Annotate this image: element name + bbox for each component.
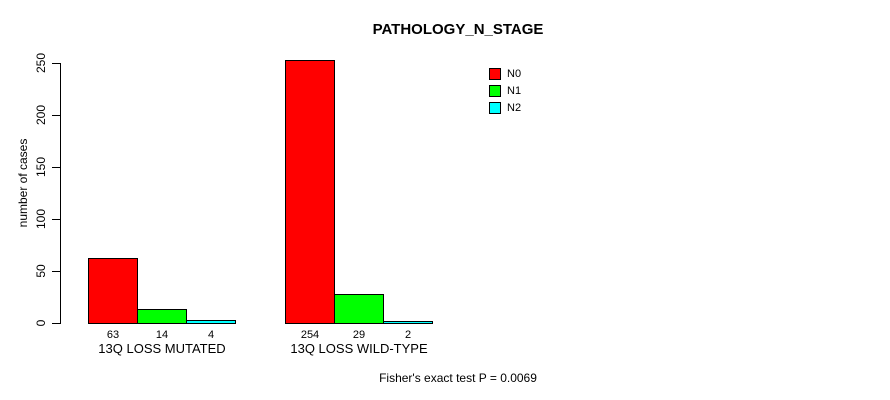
y-axis-tick [52, 115, 60, 116]
legend-item-n1: N1 [489, 82, 521, 99]
y-axis-tick [52, 63, 60, 64]
legend-swatch-n2 [489, 101, 501, 114]
y-axis-tick-label: 150 [34, 156, 48, 178]
y-axis-tick-label: 100 [34, 208, 48, 230]
y-axis-tick-label: 50 [34, 264, 48, 278]
legend-label: N0 [507, 67, 522, 80]
bar-value-label: 63 [106, 329, 120, 341]
stat-test-annotation: Fisher's exact test P = 0.0069 [379, 371, 537, 385]
y-axis-tick-label: 250 [34, 52, 48, 74]
bar-value-label: 4 [207, 329, 215, 341]
y-axis-tick-label: 0 [34, 319, 48, 327]
bar-n2-group2 [383, 321, 433, 324]
bar-n0-group1 [88, 258, 138, 324]
y-axis-tick [52, 167, 60, 168]
bar-n2-group1 [186, 320, 236, 324]
legend: N0 N1 N2 [489, 65, 521, 116]
bar-n0-group2 [285, 60, 335, 324]
legend-label: N2 [507, 101, 522, 114]
legend-item-n2: N2 [489, 99, 521, 116]
bar-value-label: 254 [300, 329, 320, 341]
y-axis-tick [52, 323, 60, 324]
legend-swatch-n1 [489, 84, 501, 97]
legend-label: N1 [507, 84, 522, 97]
bar-value-label: 29 [352, 329, 366, 341]
bar-n1-group2 [334, 294, 384, 324]
y-axis-line [60, 63, 61, 324]
legend-item-n0: N0 [489, 65, 521, 82]
y-axis-tick [52, 219, 60, 220]
bar-n1-group1 [137, 309, 187, 324]
chart-title: PATHOLOGY_N_STAGE [372, 21, 544, 38]
group-label: 13Q LOSS MUTATED [98, 341, 226, 356]
y-axis-tick-label: 200 [34, 104, 48, 126]
y-axis-tick [52, 271, 60, 272]
group-label: 13Q LOSS WILD-TYPE [290, 341, 428, 356]
bar-value-label: 2 [404, 329, 412, 341]
legend-swatch-n0 [489, 67, 501, 80]
bar-value-label: 14 [155, 329, 169, 341]
y-axis-title: number of cases [16, 138, 30, 228]
